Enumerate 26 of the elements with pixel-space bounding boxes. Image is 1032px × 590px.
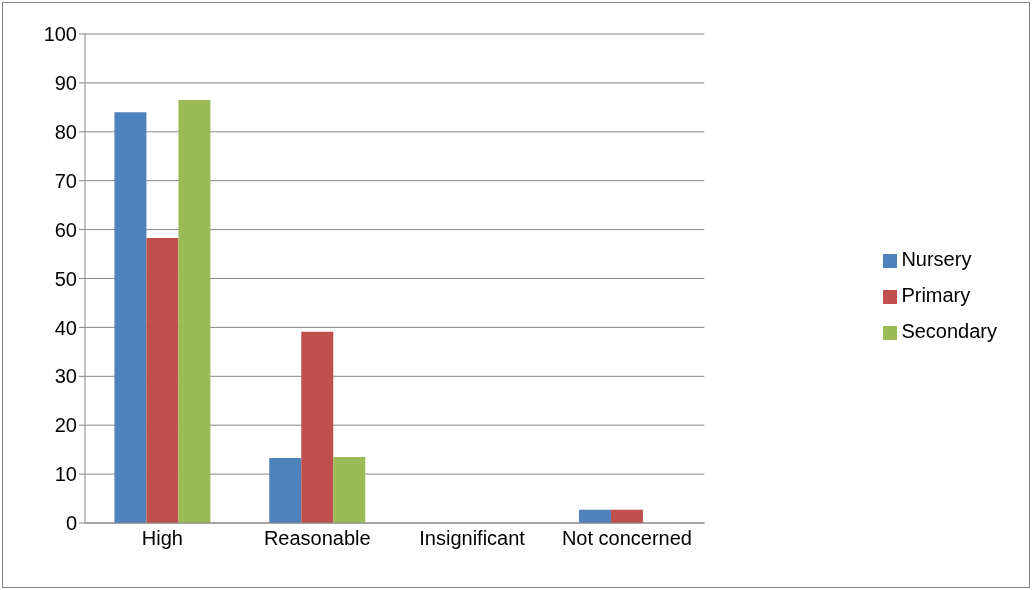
y-tick-label: 20 — [54, 414, 77, 437]
x-tick-label: High — [141, 527, 183, 550]
bar — [610, 509, 643, 523]
x-tick-label: Reasonable — [263, 527, 371, 550]
legend-label: Nursery — [901, 248, 972, 270]
bar — [301, 331, 334, 523]
y-tick-label: 10 — [54, 463, 77, 486]
bar — [114, 112, 147, 523]
x-tick-label: Insignificant — [419, 527, 526, 550]
y-tick-label: 90 — [54, 72, 77, 94]
bar — [333, 456, 366, 523]
y-tick-label: 50 — [54, 267, 77, 290]
bar — [269, 457, 302, 523]
y-tick-label: 30 — [54, 365, 77, 388]
y-tick-label: 80 — [54, 120, 77, 143]
y-tick-label: 0 — [65, 512, 77, 535]
bar — [578, 509, 611, 523]
y-tick-label: 70 — [54, 169, 77, 192]
x-tick-label: Not concerned — [561, 527, 692, 550]
bar — [146, 237, 179, 523]
y-tick-label: 40 — [54, 316, 77, 339]
y-tick-label: 100 — [43, 23, 77, 46]
y-tick-label: 60 — [54, 218, 77, 241]
bar — [178, 100, 211, 523]
legend-label: Primary — [901, 284, 971, 306]
legend-label: Secondary — [901, 320, 997, 342]
